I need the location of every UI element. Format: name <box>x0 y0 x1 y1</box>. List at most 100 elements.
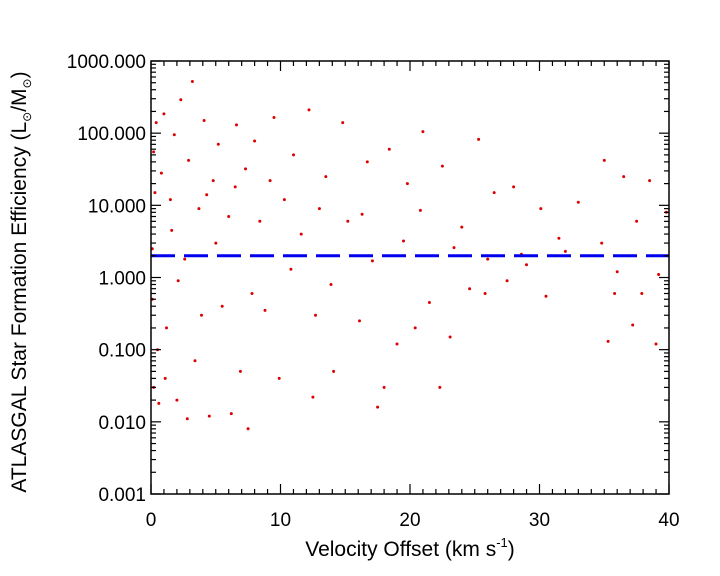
data-point <box>654 342 658 346</box>
data-point <box>622 175 626 179</box>
data-point <box>602 158 606 162</box>
data-point <box>163 376 167 380</box>
y-tick-label: 10.000 <box>88 196 146 217</box>
x-tick-label: 40 <box>658 510 679 531</box>
data-point <box>162 112 166 116</box>
data-point <box>329 283 333 286</box>
data-point <box>492 191 496 195</box>
y-tick-label: 0.001 <box>98 485 146 506</box>
y-tick-label: 0.100 <box>98 341 146 362</box>
data-point <box>289 267 293 271</box>
data-point <box>576 200 580 204</box>
x-tick-label: 0 <box>146 510 157 531</box>
data-point <box>175 398 179 402</box>
data-point <box>153 191 157 195</box>
data-point <box>299 232 303 236</box>
data-point <box>227 215 231 218</box>
data-point <box>640 292 644 295</box>
data-point <box>370 259 374 263</box>
data-point <box>332 369 336 373</box>
data-point <box>448 335 452 339</box>
x-tick-label: 30 <box>529 510 550 531</box>
data-point <box>253 139 257 143</box>
data-point <box>207 414 211 418</box>
y-tick-label: 1.000 <box>98 269 146 290</box>
data-point <box>438 385 442 389</box>
y-tick-label: 0.010 <box>98 413 146 434</box>
data-point <box>402 239 405 243</box>
data-point <box>233 185 237 189</box>
data-point <box>205 193 209 197</box>
y-tick-label: 100.000 <box>77 124 146 145</box>
data-point <box>395 342 399 346</box>
x-tick-label: 20 <box>399 510 420 531</box>
data-point <box>557 236 561 240</box>
data-point <box>512 185 516 189</box>
data-point <box>314 313 317 317</box>
data-point <box>152 150 156 154</box>
data-point <box>324 175 328 179</box>
data-point <box>648 179 652 183</box>
data-point <box>657 273 661 276</box>
data-point <box>468 287 472 291</box>
data-point <box>244 167 247 171</box>
data-point <box>282 198 286 202</box>
data-point <box>176 279 180 283</box>
data-point <box>268 179 272 183</box>
data-point <box>460 225 464 229</box>
data-point <box>277 376 281 380</box>
data-point <box>452 246 456 250</box>
data-point <box>172 133 176 137</box>
data-point <box>220 304 224 308</box>
data-point <box>382 385 386 389</box>
data-point <box>307 108 311 112</box>
data-point <box>250 292 254 295</box>
data-point <box>165 326 168 330</box>
data-point <box>183 257 187 261</box>
data-point <box>376 405 380 409</box>
data-point <box>168 198 172 202</box>
data-point <box>421 130 425 134</box>
data-point <box>486 257 490 261</box>
x-tick-label: 10 <box>270 510 291 531</box>
data-point <box>615 270 619 274</box>
data-point <box>202 119 206 122</box>
x-axis-title: Velocity Offset (km s-1) <box>305 535 515 561</box>
x-tick-labels: 0 10 20 30 40 <box>146 510 680 531</box>
y-tick-labels: 0.001 0.010 0.100 1.000 10.000 100.000 1000.00… <box>67 52 146 506</box>
data-point <box>193 359 197 363</box>
data-point <box>272 116 276 119</box>
data-point <box>483 292 487 295</box>
data-point <box>358 319 361 323</box>
data-point <box>292 153 295 157</box>
data-point <box>258 219 262 223</box>
data-point <box>238 369 242 373</box>
data-point <box>311 395 315 399</box>
data-point <box>197 207 201 211</box>
data-point <box>477 137 481 141</box>
data-point <box>179 98 183 102</box>
data-point <box>635 219 639 223</box>
data-point <box>427 301 431 304</box>
data-point <box>170 228 174 232</box>
data-point <box>505 279 509 283</box>
data-point <box>544 294 548 298</box>
data-point <box>418 208 422 212</box>
data-point <box>631 323 635 327</box>
data-point <box>525 263 528 267</box>
data-point <box>387 147 391 151</box>
data-point <box>613 292 617 295</box>
data-point <box>157 401 161 405</box>
data-point <box>211 179 215 183</box>
data-point <box>360 212 364 216</box>
data-point <box>263 308 267 312</box>
data-point <box>216 142 220 146</box>
data-point <box>563 249 567 253</box>
data-point <box>200 313 203 317</box>
data-point <box>539 207 543 211</box>
data-point <box>440 164 444 168</box>
data-point <box>229 412 233 416</box>
data-point <box>413 326 417 330</box>
